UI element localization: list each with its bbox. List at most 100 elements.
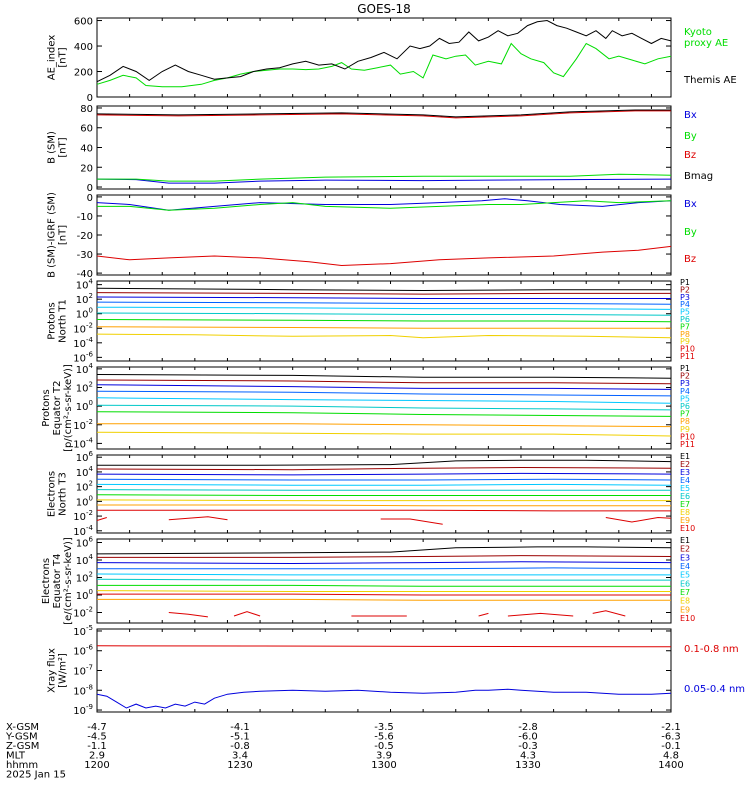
y-tick-label: 10-4: [73, 436, 93, 450]
legend-item: P10: [680, 432, 695, 441]
footer-row-label: MLT: [6, 751, 26, 762]
y-axis-label: [nT]: [58, 225, 69, 245]
series-segment: [96, 517, 107, 521]
series-line: [96, 561, 672, 565]
legend-item: E2: [680, 545, 690, 554]
series-line: [96, 19, 672, 83]
y-tick-label: 20: [80, 163, 93, 174]
footer-value: -5.1: [230, 732, 250, 743]
series-segment: [168, 516, 228, 521]
footer-value: 1230: [227, 760, 252, 771]
series-line: [96, 466, 672, 471]
series-line: [96, 374, 672, 379]
panel-frame: [96, 454, 672, 534]
y-axis-label: Equator T2: [52, 381, 63, 436]
legend-item: E10: [680, 614, 695, 623]
panel-5: 10-4 10-2 100 102 104 Protons Equator T2 [p/(cm…: [41, 362, 695, 452]
series-line: [96, 573, 671, 576]
series-segment: [605, 516, 672, 523]
y-tick-label: 80: [80, 104, 93, 115]
legend-item: P8: [680, 417, 690, 426]
series-segment: [592, 610, 626, 617]
legend-item: E9: [680, 605, 690, 614]
y-tick-label: 10-4: [73, 524, 93, 538]
series-line: [96, 109, 671, 118]
legend-item: Bmag: [684, 171, 713, 182]
series-line: [96, 287, 671, 292]
legend-item: E10: [680, 524, 695, 533]
legend-item: E1: [680, 536, 690, 545]
footer-value: -5.6: [374, 732, 394, 743]
series-line: [96, 110, 671, 119]
y-tick-label: 0: [87, 93, 93, 104]
footer-value: 2.9: [89, 751, 105, 762]
series-line: [96, 397, 672, 404]
legend-item: P3: [680, 379, 690, 388]
y-tick-label: 10-6: [73, 644, 93, 658]
y-tick-label: -20: [77, 231, 93, 242]
series-line: [97, 504, 671, 507]
y-tick-label: 200: [74, 68, 93, 79]
y-tick-label: 104: [76, 553, 94, 567]
panel-frame: [96, 628, 672, 713]
series-line: [96, 546, 672, 555]
legend-item: P4: [680, 300, 690, 309]
legend-item: E8: [680, 508, 690, 517]
footer-value: -6.3: [661, 732, 681, 743]
y-tick-label: 400: [74, 42, 93, 53]
y-tick-label: 10-9: [73, 703, 93, 717]
footer-value: -3.5: [374, 722, 394, 733]
y-tick-label: -40: [77, 269, 93, 280]
legend-item: P7: [680, 410, 690, 419]
panel-frame: [96, 366, 672, 450]
footer-value: -4.5: [87, 732, 107, 743]
legend-item: E6: [680, 579, 690, 588]
y-axis-label: AE_index: [47, 35, 58, 81]
legend-item: P5: [680, 394, 690, 403]
series-line: [96, 319, 672, 323]
y-tick-label: -30: [77, 250, 93, 261]
footer-value: -0.1: [661, 741, 681, 752]
series-line: [96, 489, 671, 491]
legend-item: E4: [680, 476, 690, 485]
y-tick-label: 100: [76, 588, 93, 602]
footer-value: 4.3: [520, 751, 536, 762]
legend-item: E7: [680, 588, 690, 597]
legend-item: P5: [680, 308, 690, 317]
y-tick-label: 10-7: [73, 664, 93, 678]
y-axis-label: [nT]: [58, 47, 69, 67]
legend-item: P9: [680, 337, 690, 346]
panel-3: -40 -30 -20 -10 0 B (SM)-IGRF (SM) [nT] Bx By Bz: [47, 192, 697, 280]
footer-value: -4.7: [87, 722, 107, 733]
series-line: [96, 301, 672, 305]
legend-item: E5: [680, 484, 690, 493]
legend-item: Bz: [684, 150, 696, 161]
legend-item: P9: [680, 425, 690, 434]
footer-value: -4.1: [230, 722, 250, 733]
series-line: [97, 173, 672, 182]
series-line: [96, 590, 671, 592]
legend-item: E2: [680, 460, 690, 469]
series-line: [96, 645, 672, 648]
y-axis-label: [p/(cm²-s-sr-keV)]: [63, 364, 74, 452]
y-tick-label: 100: [76, 494, 93, 508]
y-axis-label: Protons: [41, 389, 52, 426]
footer-row-label: X-GSM: [6, 722, 39, 733]
y-tick-label: 106: [76, 536, 94, 550]
y-tick-label: 10-2: [73, 418, 93, 432]
series-line: [97, 593, 671, 596]
series-line: [96, 42, 672, 88]
panel-frame: [96, 538, 672, 624]
y-tick-label: 10-8: [73, 683, 93, 697]
legend-item: P1: [680, 278, 690, 287]
y-axis-label: [nT]: [58, 137, 69, 157]
footer-value: -0.3: [518, 741, 538, 752]
legend-item: E5: [680, 571, 690, 580]
y-tick-label: 104: [76, 362, 94, 376]
y-axis-label: Electrons: [41, 558, 52, 604]
footer-value: 1400: [658, 760, 683, 771]
footer-value: 1330: [515, 760, 540, 771]
